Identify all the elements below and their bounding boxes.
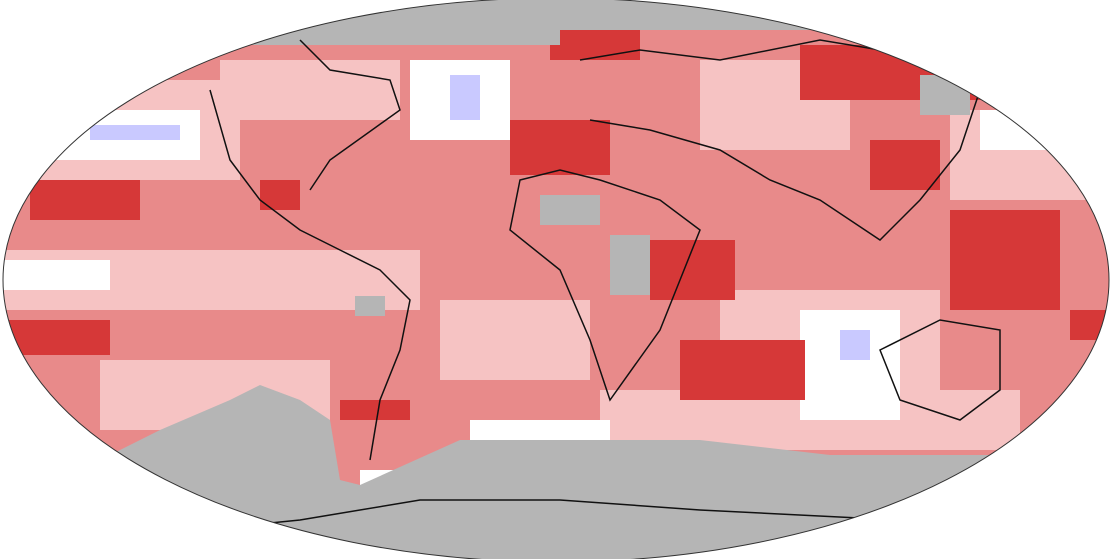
hot-cells [3,320,110,355]
hot-cells [550,30,640,60]
cool-cells [450,75,480,120]
hot-cells [1070,310,1109,340]
white-cells [980,110,1060,150]
coastline [199,39,1001,531]
hot-cells [510,120,610,175]
hot-cells [870,140,940,190]
light-cells [220,60,400,120]
no-data [3,385,1109,559]
cool-cells [840,330,870,360]
white-cells [800,310,900,420]
no-data [920,75,970,115]
hot-cells [950,210,1060,310]
no-data [610,235,650,295]
light-cells [440,300,590,380]
hot-cells [800,45,1000,100]
white-cells [3,260,110,290]
no-data [355,296,385,316]
hot-cells [680,340,805,400]
white-cells [470,420,610,440]
hot-cells [340,400,410,420]
cool-cells [90,125,180,140]
no-data [130,0,560,45]
light-cells [950,110,1109,200]
hot-cells [30,180,140,220]
no-data [540,195,600,225]
hot-cells [260,180,300,210]
